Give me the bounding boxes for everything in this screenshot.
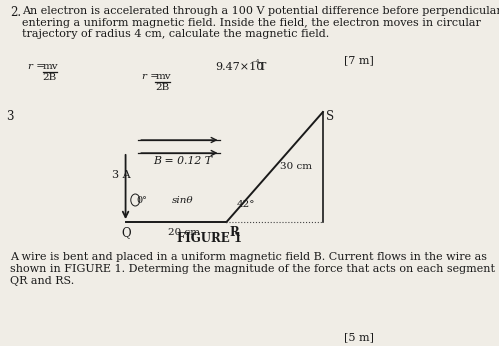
Text: [7 m]: [7 m] — [344, 55, 374, 65]
Text: 2B: 2B — [42, 73, 57, 82]
Text: 2.: 2. — [10, 6, 21, 19]
Text: 0°: 0° — [136, 196, 147, 205]
Text: B = 0.12 T: B = 0.12 T — [153, 156, 212, 166]
Text: r =: r = — [142, 72, 159, 81]
Text: 20 cm: 20 cm — [168, 228, 200, 237]
Text: S: S — [326, 110, 334, 123]
Text: ⁻⁴: ⁻⁴ — [251, 59, 259, 68]
Text: mv: mv — [42, 62, 58, 71]
Text: 30 cm: 30 cm — [280, 162, 312, 171]
Text: r =: r = — [28, 62, 45, 71]
Text: 3: 3 — [6, 110, 13, 123]
Text: An electron is accelerated through a 100 V potential difference before perpendic: An electron is accelerated through a 100… — [22, 6, 499, 39]
Text: [5 m]: [5 m] — [344, 332, 374, 342]
Text: R: R — [230, 226, 239, 239]
Text: A wire is bent and placed in a uniform magnetic field B. Current flows in the wi: A wire is bent and placed in a uniform m… — [10, 252, 488, 262]
Text: 9.47×10: 9.47×10 — [215, 62, 263, 72]
Text: 3 A: 3 A — [112, 170, 131, 180]
Text: sinθ: sinθ — [172, 196, 194, 205]
Text: T: T — [259, 62, 267, 72]
Text: mv: mv — [156, 72, 171, 81]
Text: shown in FIGURE 1. Determing the magnitude of the force that acts on each segmen: shown in FIGURE 1. Determing the magnitu… — [10, 264, 496, 274]
Text: FIGURE 1: FIGURE 1 — [177, 232, 242, 245]
Text: 42°: 42° — [237, 200, 255, 209]
Text: 2B: 2B — [156, 83, 170, 92]
Text: QR and RS.: QR and RS. — [10, 276, 75, 286]
Text: Q: Q — [122, 226, 131, 239]
